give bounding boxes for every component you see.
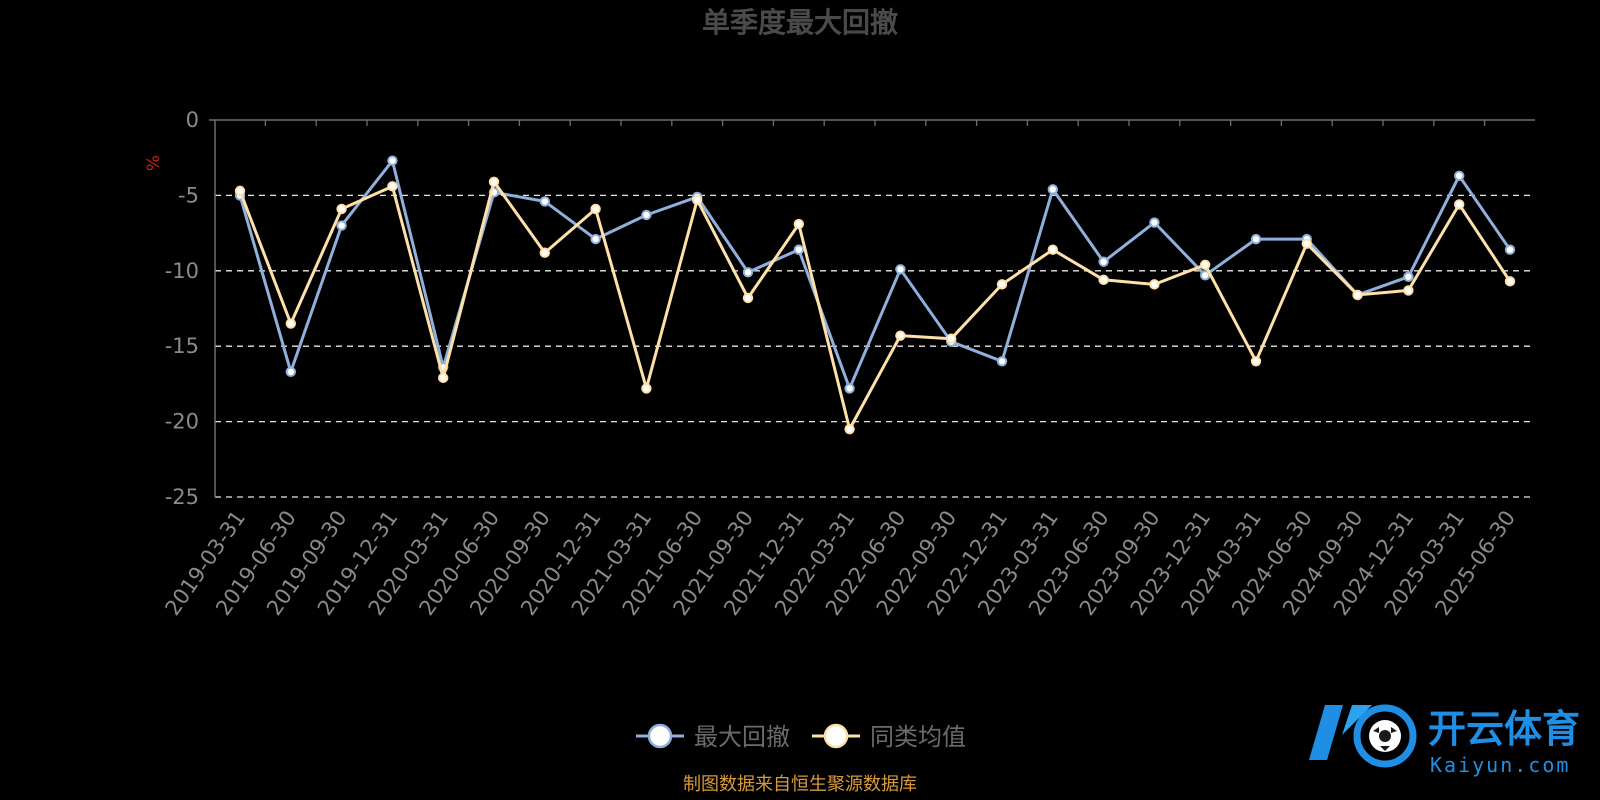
- data-point[interactable]: [1250, 356, 1262, 367]
- data-point[interactable]: [590, 233, 601, 245]
- data-point[interactable]: [1454, 170, 1465, 181]
- y-tick-label: 0: [186, 108, 199, 132]
- data-point[interactable]: [1250, 233, 1262, 245]
- data-point[interactable]: [844, 423, 855, 435]
- series-2: [234, 176, 1516, 435]
- data-point[interactable]: [539, 247, 550, 258]
- data-point[interactable]: [895, 330, 906, 341]
- data-point[interactable]: [387, 181, 398, 192]
- watermark-logo-icon: [1309, 704, 1417, 768]
- data-point[interactable]: [996, 356, 1008, 367]
- watermark-logo: 开云体育 Kaiyun.com: [1309, 704, 1580, 777]
- legend[interactable]: 最大回撤 同类均值: [636, 723, 966, 751]
- data-point[interactable]: [793, 218, 804, 230]
- data-point[interactable]: [742, 267, 754, 278]
- data-point[interactable]: [692, 194, 703, 206]
- data-point[interactable]: [844, 383, 855, 394]
- data-point[interactable]: [793, 244, 804, 255]
- legend-item-1[interactable]: 最大回撤: [636, 723, 790, 751]
- data-point[interactable]: [285, 366, 296, 378]
- series-line: [238, 180, 1512, 431]
- data-point[interactable]: [234, 185, 246, 197]
- data-point[interactable]: [1098, 256, 1109, 267]
- data-point[interactable]: [895, 264, 906, 275]
- data-point[interactable]: [1047, 244, 1059, 255]
- data-point[interactable]: [946, 333, 957, 344]
- data-point[interactable]: [1149, 217, 1160, 228]
- data-point[interactable]: [336, 203, 347, 215]
- data-point[interactable]: [1200, 259, 1211, 270]
- data-point[interactable]: [1149, 279, 1160, 290]
- data-point[interactable]: [1454, 199, 1465, 210]
- y-tick-label: -20: [165, 410, 199, 434]
- series-line: [238, 159, 1512, 390]
- watermark-en-text: Kaiyun.com: [1430, 753, 1570, 777]
- axis-layer: 0-5-10-15-20-252019-03-312019-06-302019-…: [160, 108, 1535, 620]
- data-point[interactable]: [488, 176, 500, 188]
- data-point[interactable]: [1047, 184, 1059, 195]
- legend-label: 最大回撤: [694, 723, 790, 751]
- data-point[interactable]: [539, 196, 550, 207]
- data-point[interactable]: [1301, 238, 1313, 249]
- data-point[interactable]: [641, 209, 652, 221]
- legend-swatch-marker: [647, 723, 673, 749]
- watermark-cn-text: 开云体育: [1428, 707, 1580, 751]
- chart-title: 单季度最大回撤: [702, 6, 898, 39]
- legend-label: 同类均值: [870, 723, 966, 751]
- data-source-note: 制图数据来自恒生聚源数据库: [683, 774, 917, 795]
- data-point[interactable]: [1504, 244, 1516, 255]
- data-point[interactable]: [1403, 271, 1414, 283]
- series-1: [234, 155, 1516, 394]
- series-layer: [234, 155, 1516, 435]
- y-tick-label: -15: [165, 334, 199, 358]
- data-point[interactable]: [285, 318, 296, 329]
- data-point[interactable]: [1403, 285, 1414, 296]
- data-point[interactable]: [590, 203, 601, 215]
- y-tick-label: -5: [178, 183, 199, 207]
- y-tick-label: -10: [165, 259, 199, 283]
- y-tick-label: -25: [165, 485, 199, 509]
- data-point[interactable]: [438, 372, 449, 384]
- data-point[interactable]: [1504, 276, 1516, 287]
- data-point[interactable]: [336, 220, 347, 231]
- data-point[interactable]: [641, 383, 652, 394]
- data-point[interactable]: [1352, 289, 1363, 301]
- data-point[interactable]: [996, 279, 1008, 290]
- y-axis-unit-label: %: [144, 155, 164, 171]
- data-point[interactable]: [1098, 274, 1109, 286]
- data-point[interactable]: [387, 155, 398, 166]
- legend-item-2[interactable]: 同类均值: [812, 723, 966, 751]
- data-point[interactable]: [742, 292, 754, 304]
- legend-swatch-marker: [823, 723, 849, 749]
